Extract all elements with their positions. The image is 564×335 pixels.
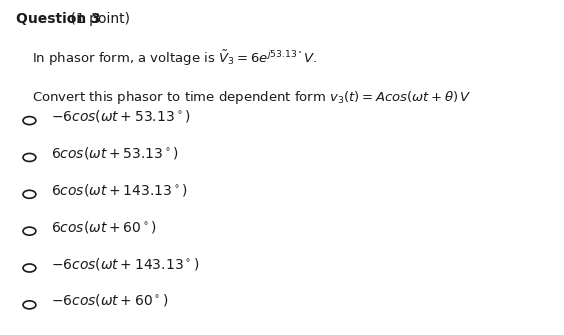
- Text: $6cos(\omega t + 60^\circ)$: $6cos(\omega t + 60^\circ)$: [51, 219, 157, 235]
- Text: $6cos(\omega t + 53.13^\circ)$: $6cos(\omega t + 53.13^\circ)$: [51, 145, 179, 161]
- Text: $-6cos(\omega t + 143.13^\circ)$: $-6cos(\omega t + 143.13^\circ)$: [51, 256, 199, 272]
- Text: Convert this phasor to time dependent form $v_3(t) = Acos(\omega t + \theta)\,V$: Convert this phasor to time dependent fo…: [32, 89, 472, 106]
- Text: (1 point): (1 point): [66, 12, 130, 26]
- Text: In phasor form, a voltage is $\tilde{V}_3 = 6e^{j53.13^\circ}V.$: In phasor form, a voltage is $\tilde{V}_…: [32, 49, 318, 68]
- Text: $-6cos(\omega t + 53.13^\circ)$: $-6cos(\omega t + 53.13^\circ)$: [51, 108, 191, 124]
- Text: Question 3: Question 3: [16, 12, 101, 26]
- Text: $6cos(\omega t + 143.13^\circ)$: $6cos(\omega t + 143.13^\circ)$: [51, 182, 188, 198]
- Text: $-6cos(\omega t + 60^\circ)$: $-6cos(\omega t + 60^\circ)$: [51, 292, 169, 309]
